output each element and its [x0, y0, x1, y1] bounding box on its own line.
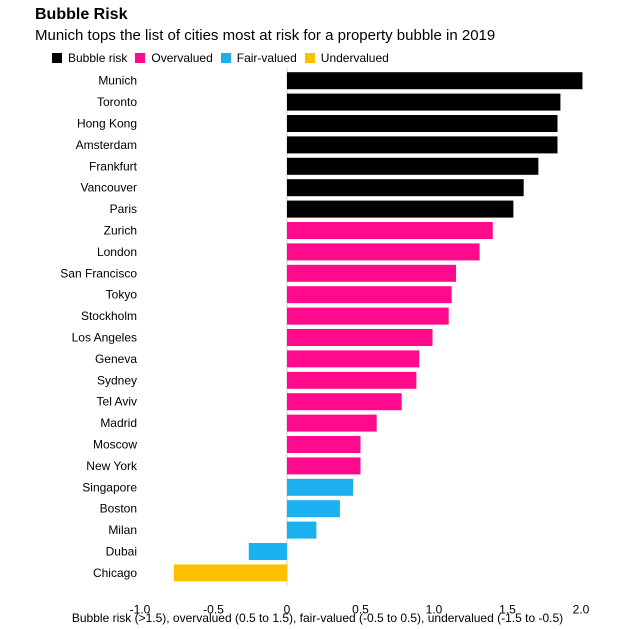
bar-chicago	[173, 564, 287, 582]
category-label-dubai: Dubai	[106, 545, 137, 559]
bar-sydney	[287, 371, 417, 389]
chart-title: Bubble Risk	[35, 6, 128, 23]
category-label-toronto: Toronto	[97, 95, 137, 109]
legend-item-fair-valued: Fair-valued	[220, 51, 297, 65]
bar-toronto	[287, 93, 561, 111]
legend-label-bubble-risk: Bubble risk	[68, 51, 128, 65]
bar-frankfurt	[287, 157, 539, 175]
bar-madrid	[287, 414, 377, 432]
category-label-san-francisco: San Francisco	[60, 266, 137, 280]
legend-swatch-fair-valued	[220, 53, 231, 63]
bar-singapore	[287, 478, 354, 496]
category-label-stockholm: Stockholm	[81, 309, 137, 323]
bar-stockholm	[287, 307, 449, 325]
category-label-new-york: New York	[86, 459, 138, 473]
x-tick-label: -1.0	[130, 603, 151, 617]
x-tick-label: 2.0	[573, 603, 590, 617]
legend-swatch-bubble-risk	[52, 53, 62, 63]
bar-munich	[287, 72, 583, 90]
category-label-sydney: Sydney	[97, 373, 137, 387]
category-label-amsterdam: Amsterdam	[76, 138, 137, 152]
category-label-hong-kong: Hong Kong	[77, 117, 137, 131]
category-label-boston: Boston	[100, 502, 137, 516]
chart-subtitle: Munich tops the list of cities most at r…	[35, 27, 496, 44]
x-tick-label: 1.5	[499, 603, 516, 617]
category-label-frankfurt: Frankfurt	[89, 159, 138, 173]
bar-moscow	[287, 436, 361, 453]
category-label-los-angeles: Los Angeles	[72, 331, 137, 345]
category-label-zurich: Zurich	[104, 224, 137, 238]
bar-dubai	[248, 543, 287, 560]
legend-swatch-overvalued	[135, 53, 146, 63]
category-label-geneva: Geneva	[95, 352, 137, 366]
bar-new-york	[287, 457, 361, 475]
category-label-tokyo: Tokyo	[106, 288, 138, 302]
x-tick-label: 0	[284, 603, 291, 617]
category-label-paris: Paris	[110, 202, 137, 216]
bar-hong-kong	[287, 115, 558, 132]
x-axis-label: Bubble risk (>1.5), overvalued (0.5 to 1…	[71, 611, 564, 625]
bar-milan	[287, 521, 317, 539]
bar-vancouver	[287, 179, 524, 197]
bar-los-angeles	[287, 329, 433, 346]
legend-item-undervalued: Undervalued	[304, 51, 389, 65]
bar-tel-aviv	[287, 393, 402, 411]
x-tick-label: -0.5	[203, 603, 224, 617]
legend-item-bubble-risk: Bubble risk	[52, 51, 127, 65]
category-label-london: London	[97, 245, 137, 259]
bar-tokyo	[287, 286, 452, 304]
bar-paris	[287, 200, 514, 218]
bar-boston	[287, 500, 340, 518]
bar-zurich	[287, 222, 493, 239]
category-label-vancouver: Vancouver	[81, 181, 137, 195]
legend-swatch-undervalued	[304, 53, 315, 63]
bar-amsterdam	[287, 136, 558, 154]
category-label-tel-aviv: Tel Aviv	[97, 395, 137, 409]
category-label-moscow: Moscow	[93, 438, 137, 452]
category-label-chicago: Chicago	[93, 566, 137, 580]
x-tick-label: 0.5	[352, 603, 369, 617]
legend: Bubble risk Overvalued Fair-valued Under…	[52, 51, 397, 65]
legend-label-undervalued: Undervalued	[320, 51, 389, 65]
x-tick-label: 1.0	[426, 603, 443, 617]
bar-london	[287, 243, 480, 261]
category-label-milan: Milan	[108, 523, 137, 537]
bar-san-francisco	[287, 264, 457, 282]
category-label-munich: Munich	[98, 74, 137, 88]
legend-item-overvalued: Overvalued	[135, 51, 213, 65]
category-label-madrid: Madrid	[100, 416, 137, 430]
legend-label-overvalued: Overvalued	[151, 51, 213, 65]
category-label-singapore: Singapore	[82, 480, 137, 494]
legend-label-fair-valued: Fair-valued	[236, 51, 297, 65]
bar-geneva	[287, 350, 420, 368]
